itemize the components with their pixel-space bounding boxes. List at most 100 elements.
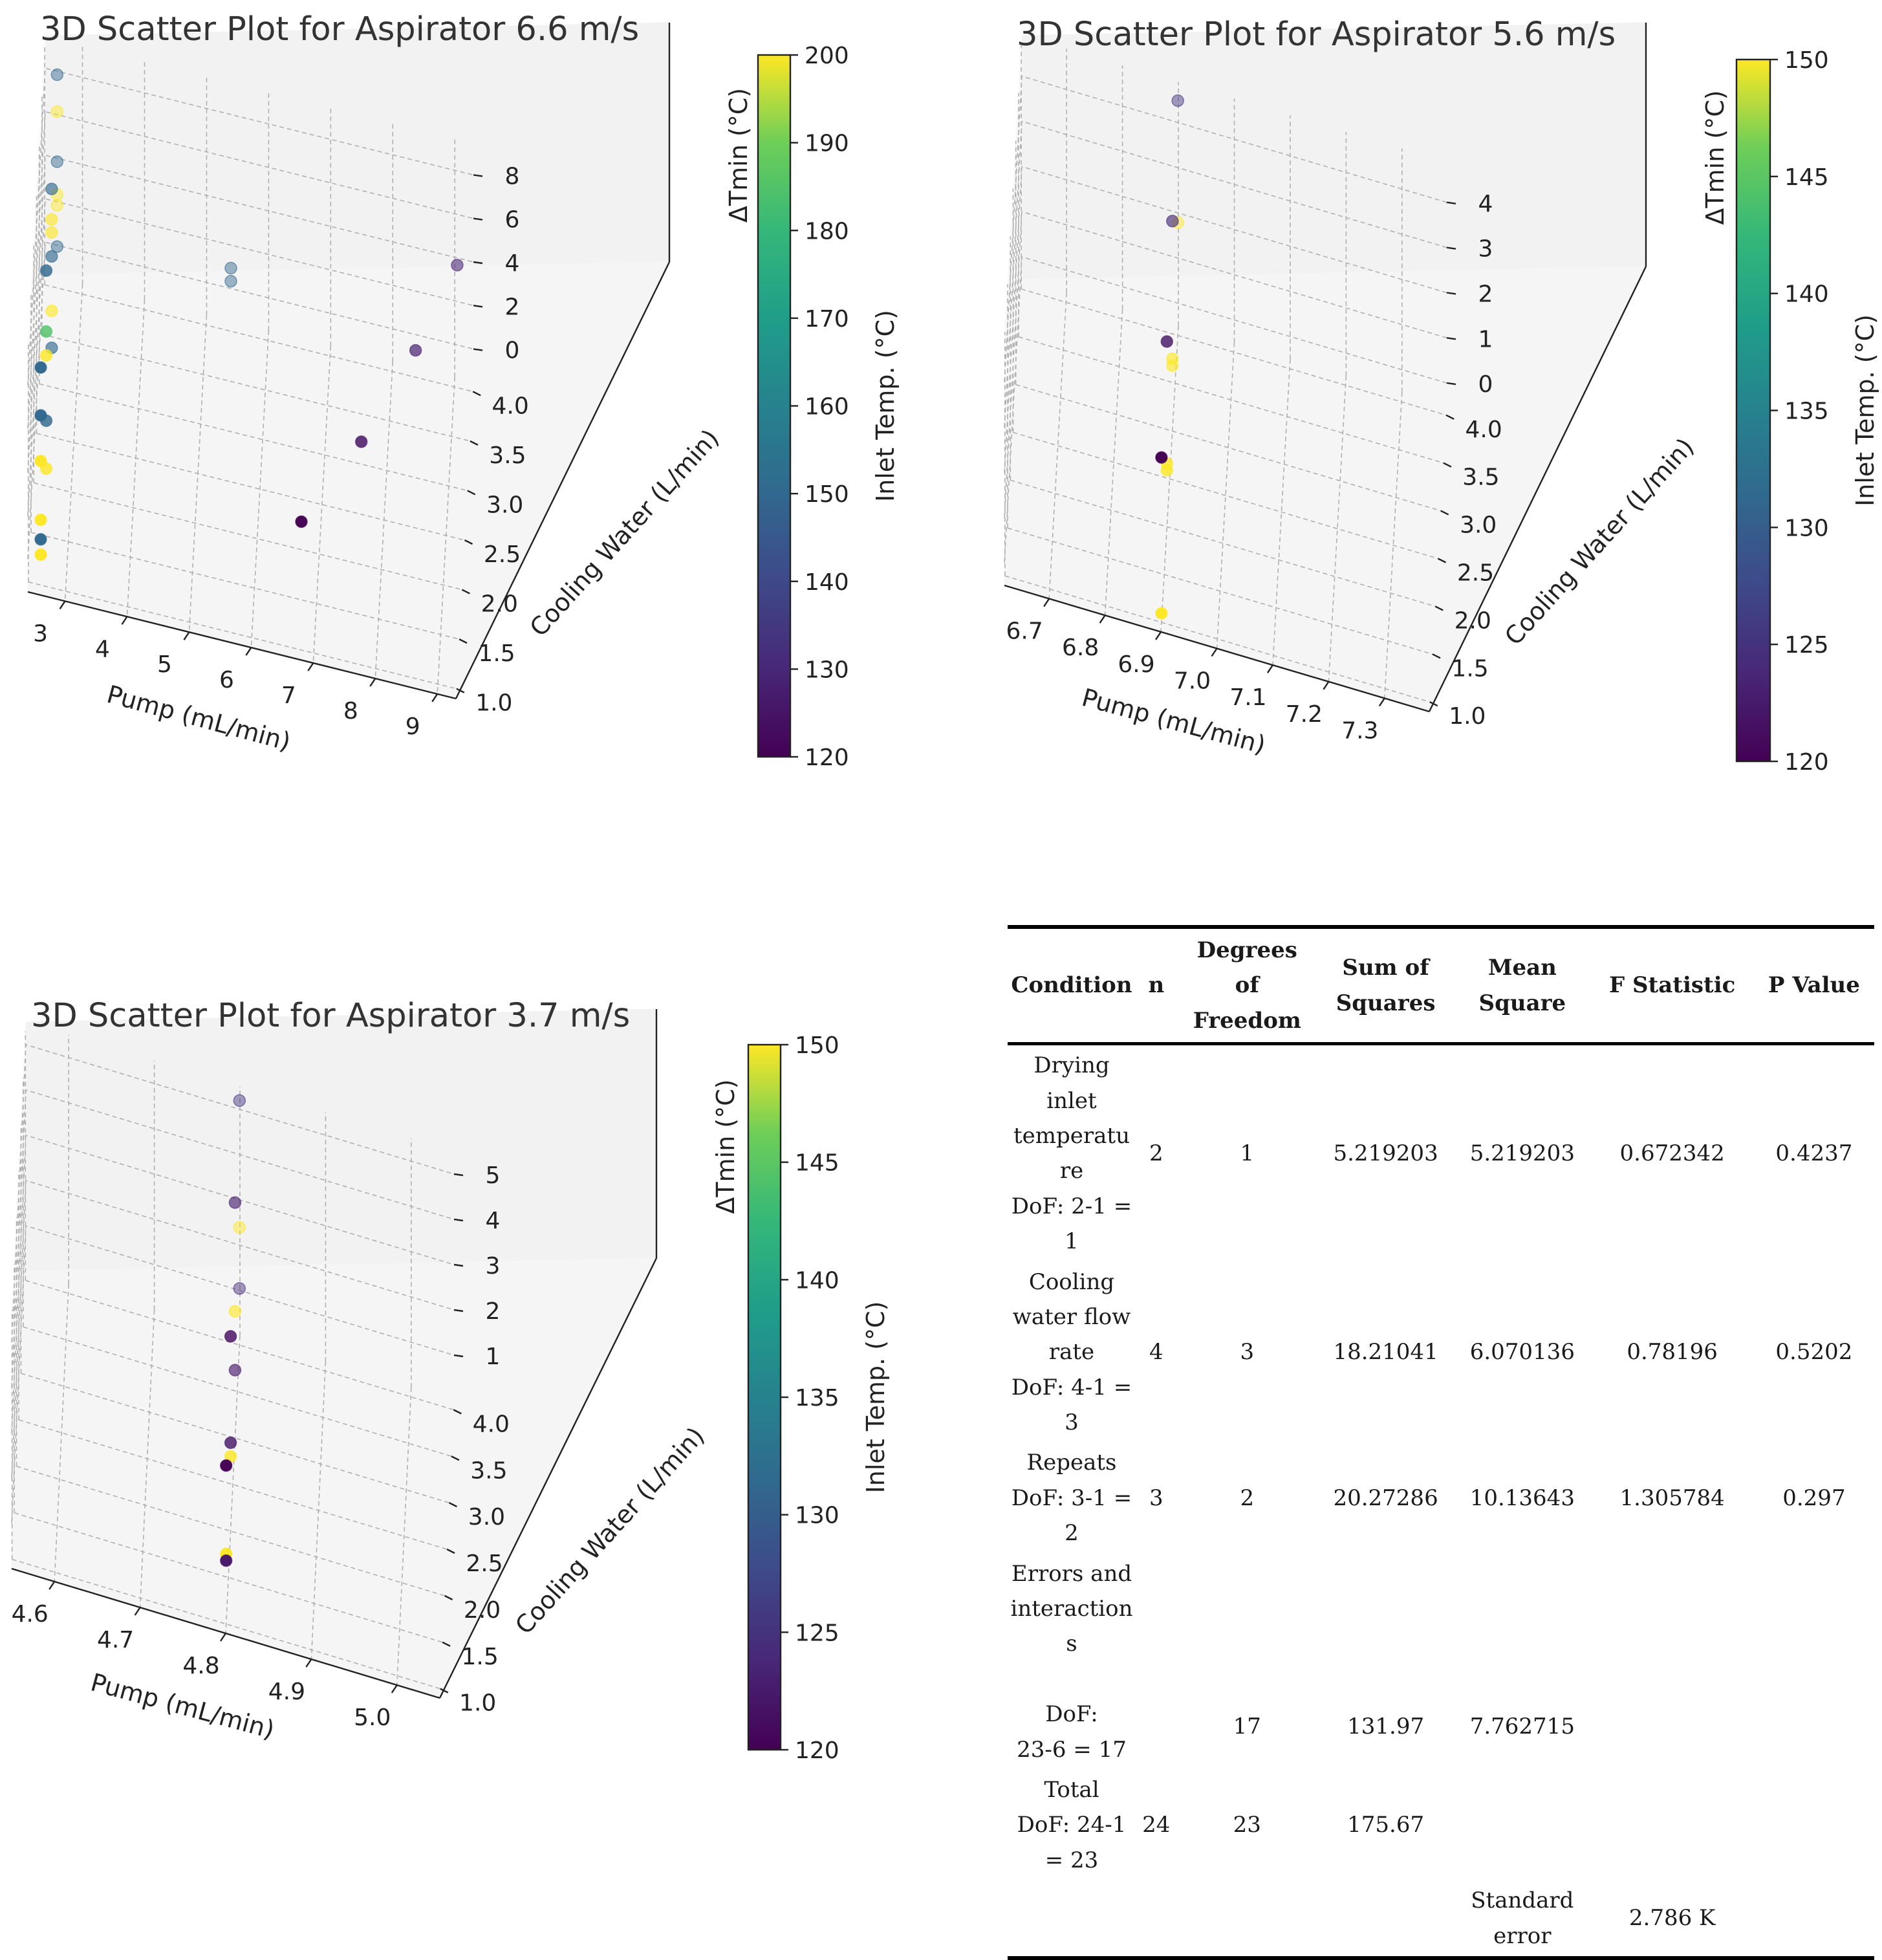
- f-cell: 1.305784: [1619, 1485, 1725, 1511]
- x-tick-mark: [369, 678, 376, 687]
- y-tick-mark: [467, 490, 476, 495]
- standard-error-line: Standard: [1471, 1888, 1574, 1914]
- colorbar: [757, 54, 792, 758]
- y-tick-mark: [1432, 653, 1441, 659]
- chart-title: 3D Scatter Plot for Aspirator 6.6 m/s: [40, 10, 639, 49]
- y-axis-line: [1428, 266, 1647, 712]
- y-tick-mark: [453, 1409, 462, 1415]
- x-tick-label: 6: [219, 667, 234, 693]
- y-tick-label: 3.0: [486, 492, 523, 518]
- z-tick-mark: [453, 1218, 464, 1222]
- condition-line: s: [1066, 1631, 1077, 1657]
- y-tick-mark: [459, 638, 468, 644]
- grid-line: [11, 1089, 455, 1388]
- scatter-plot-2: 6.7 6.8 6.9 7.0 7.1 7.2 7.3 1.0 1.5 2.0 2.5 3.0 3.5 4…: [1004, 16, 1879, 776]
- data-point: [45, 226, 58, 239]
- grid-line: [18, 1419, 448, 1550]
- header-dof-line: Freedom: [1193, 1007, 1301, 1034]
- x-tick-mark: [1266, 664, 1273, 673]
- condition-line: re: [1059, 1158, 1084, 1184]
- data-point: [1160, 464, 1174, 477]
- scatter-plots-canvas: 3 4 5 6 7 8 9 1.0 1.5 2.0 2.5 3.0 3.5 4.0 0 2 4 6 8 Pump (m…: [11, 10, 1879, 1764]
- n-cell: [1136, 1880, 1177, 1958]
- y-tick-label: 1.0: [475, 690, 512, 717]
- colorbar-tick-label: 200: [805, 43, 849, 69]
- z-tick-label: 0: [1478, 371, 1493, 398]
- floor-pane: [27, 261, 670, 699]
- condition-line: 23-6 = 17: [1017, 1736, 1127, 1763]
- data-point: [1166, 215, 1179, 228]
- x-tick-mark: [305, 1659, 312, 1668]
- data-point: [45, 250, 58, 263]
- grid-line: [44, 284, 473, 393]
- x-tick-mark: [1099, 615, 1106, 624]
- z-tick-mark: [1446, 292, 1456, 295]
- y-tick-label: 4.0: [492, 393, 529, 419]
- grid-line: [23, 1326, 452, 1457]
- x-tick-label: 7.3: [1341, 717, 1378, 744]
- z-tick-mark: [453, 1354, 464, 1358]
- colorbar-label: Inlet Temp. (°C): [871, 310, 900, 502]
- grid-line: [312, 345, 332, 664]
- header-ms: Mean Square: [1454, 927, 1590, 1044]
- x-tick-label: 4: [95, 636, 110, 662]
- ms-cell: 5.219203: [1469, 1140, 1575, 1167]
- dof-cell: 23: [1233, 1812, 1261, 1838]
- x-tick-mark: [1155, 631, 1162, 640]
- z-tick-label: 0: [505, 338, 520, 364]
- ss-cell: 131.97: [1347, 1713, 1425, 1739]
- x-tick-mark: [59, 600, 66, 610]
- n-cell: 4: [1149, 1339, 1163, 1366]
- colorbar: [747, 1043, 782, 1751]
- grid-line: [25, 1279, 454, 1411]
- z-tick-label: 6: [505, 207, 520, 234]
- ss-cell: 18.21041: [1333, 1339, 1438, 1366]
- grid-line: [1004, 256, 1447, 563]
- y-tick-mark: [464, 539, 473, 545]
- grid-line: [1018, 336, 1444, 464]
- colorbar-tick-label: 120: [795, 1737, 839, 1764]
- grid-line: [16, 1466, 445, 1596]
- p-cell: 0.4237: [1775, 1140, 1853, 1167]
- condition-line: Cooling: [1028, 1269, 1115, 1295]
- ms-cell: [1454, 1770, 1590, 1880]
- x-tick-label: 4.9: [268, 1679, 305, 1705]
- colorbar-tick-label: 145: [1784, 164, 1829, 191]
- grid-line: [14, 1512, 443, 1643]
- header-dof: Degrees of Freedom: [1177, 927, 1317, 1044]
- x-tick-mark: [220, 1633, 226, 1642]
- header-p: P Value: [1768, 972, 1860, 999]
- y-tick-label: 1.0: [1449, 703, 1486, 730]
- z-tick-label: 2: [1478, 281, 1493, 307]
- grid-line: [21, 1373, 449, 1503]
- data-point: [34, 409, 47, 422]
- z-tick-label: 1: [486, 1344, 501, 1370]
- p-cell: [1754, 1554, 1874, 1770]
- standard-error-value: 2.786 K: [1628, 1905, 1716, 1932]
- z-tick-label: 4: [505, 250, 520, 277]
- data-point: [1160, 335, 1174, 348]
- y-tick-mark: [442, 1641, 451, 1647]
- data-point: [34, 454, 47, 468]
- header-n: n: [1148, 972, 1165, 999]
- y-tick-label: 4.0: [1466, 417, 1502, 443]
- x-tick-label: 4.6: [12, 1601, 49, 1628]
- z-tick-mark: [473, 261, 483, 265]
- grid-line: [250, 331, 270, 648]
- condition-line: inlet: [1046, 1087, 1097, 1114]
- grid-line: [1010, 479, 1436, 607]
- grid-line: [225, 1335, 241, 1634]
- z-tick-label: 3: [486, 1253, 501, 1279]
- data-point: [295, 515, 308, 528]
- y-tick-label: 1.5: [461, 1644, 498, 1670]
- colorbar-tick-label: 125: [795, 1620, 839, 1646]
- data-point: [233, 1282, 246, 1295]
- condition-line: Errors and: [1011, 1560, 1132, 1587]
- y-tick-mark: [456, 688, 465, 693]
- x-tick-label: 5: [157, 651, 172, 678]
- anova-table: Condition n Degrees of Freedom Sum of Sq…: [1008, 925, 1874, 1960]
- floor-pane: [1004, 266, 1647, 712]
- data-point: [50, 68, 64, 82]
- data-point: [228, 1364, 242, 1377]
- condition-cell: Total DoF: 24-1 = 23: [1008, 1770, 1136, 1880]
